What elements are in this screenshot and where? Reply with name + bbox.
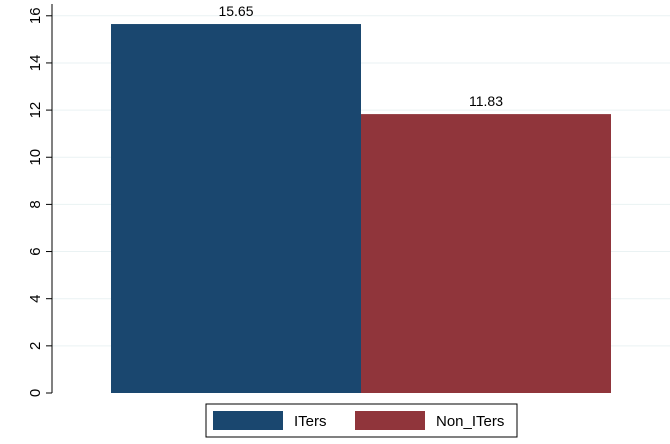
y-axis: 0 2 4 6 8 10 12 14 16 <box>27 4 53 397</box>
legend-label: Non_ITers <box>436 413 504 430</box>
legend-label: ITers <box>294 413 327 430</box>
y-tick-label: 8 <box>27 200 44 208</box>
legend-swatch <box>355 411 425 430</box>
bars <box>111 24 611 393</box>
y-tick-label: 4 <box>27 295 44 303</box>
y-tick-label: 16 <box>27 7 44 24</box>
y-tick-label: 12 <box>27 102 44 119</box>
bar-iters <box>111 24 361 393</box>
y-tick-label: 10 <box>27 149 44 166</box>
data-label: 15.65 <box>218 3 253 19</box>
y-tick-label: 2 <box>27 342 44 350</box>
legend-swatch <box>213 411 283 430</box>
legend: ITers Non_ITers <box>205 403 518 438</box>
bar-non-iters <box>361 114 611 393</box>
y-tick-label: 6 <box>27 247 44 255</box>
data-label: 11.83 <box>469 93 503 109</box>
data-labels: 15.65 11.83 <box>218 3 503 109</box>
y-tick-label: 14 <box>27 55 44 72</box>
y-tick-label: 0 <box>27 389 44 397</box>
